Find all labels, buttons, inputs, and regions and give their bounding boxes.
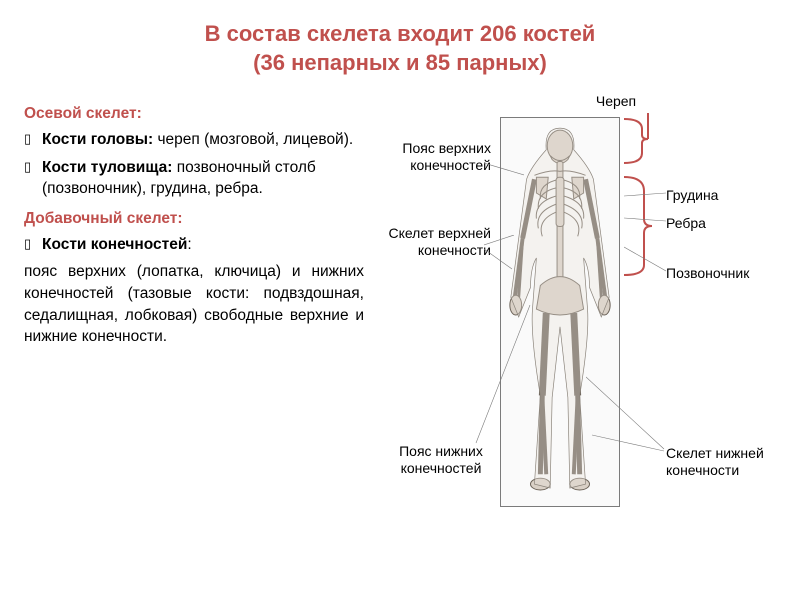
label-skull: Череп (576, 93, 656, 110)
label-lower-limb: Скелет нижней конечности (666, 445, 766, 479)
bullet-rest: : (187, 236, 191, 253)
title-line-2: (36 непарных и 85 парных) (253, 50, 547, 75)
bullet-limbs: ▯ Кости конечностей: (24, 234, 364, 256)
bullet-bold: Кости туловища: (42, 159, 172, 176)
leader-lower-limb-icon (586, 375, 666, 455)
bullet-bold: Кости конечностей (42, 236, 187, 253)
bullet-marker-icon: ▯ (24, 234, 42, 256)
bullet-text: Кости головы: череп (мозговой, лицевой). (42, 129, 364, 151)
leader-sternum-icon (624, 191, 666, 201)
label-shoulder-girdle: Пояс верхних конечностей (376, 140, 491, 174)
bullet-trunk: ▯ Кости туловища: позвоночный столб (поз… (24, 157, 364, 200)
appendicular-heading: Добавочный скелет: (24, 208, 364, 230)
label-pelvic-girdle: Пояс нижних конечностей (386, 443, 496, 477)
text-column: Осевой скелет: ▯ Кости головы: череп (мо… (24, 95, 364, 348)
bullet-marker-icon: ▯ (24, 129, 42, 151)
paragraph: пояс верхних (лопатка, ключица) и нижних… (24, 261, 364, 348)
leader-ribs-icon (624, 215, 666, 225)
label-spine: Позвоночник (666, 265, 766, 282)
diagram-column: Пояс верхних конечностей Скелет верхней … (376, 95, 776, 348)
bullet-skull: ▯ Кости головы: череп (мозговой, лицевой… (24, 129, 364, 151)
bullet-rest: череп (мозговой, лицевой). (153, 131, 353, 148)
leader-shoulder-icon (484, 155, 524, 185)
leader-upper-limb-icon (484, 235, 514, 275)
page-title: В состав скелета входит 206 костей (36 н… (24, 20, 776, 77)
content-row: Осевой скелет: ▯ Кости головы: череп (мо… (24, 95, 776, 348)
axial-heading: Осевой скелет: (24, 103, 364, 125)
bracket-skull-icon (624, 113, 664, 165)
bullet-marker-icon: ▯ (24, 157, 42, 200)
leader-spine-icon (624, 245, 666, 273)
label-sternum: Грудина (666, 187, 746, 204)
bullet-text: Кости конечностей: (42, 234, 364, 256)
label-ribs: Ребра (666, 215, 746, 232)
leader-pelvic-icon (466, 305, 536, 445)
title-line-1: В состав скелета входит 206 костей (205, 21, 596, 46)
bullet-bold: Кости головы: (42, 131, 153, 148)
bullet-text: Кости туловища: позвоночный столб (позво… (42, 157, 364, 200)
label-upper-limb: Скелет верхней конечности (376, 225, 491, 259)
